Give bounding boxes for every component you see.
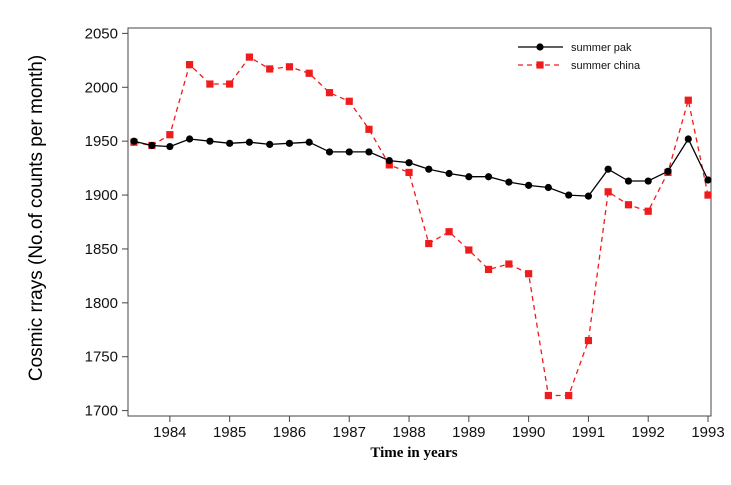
data-point-summer-pak bbox=[624, 177, 633, 185]
series-line-summer-china bbox=[133, 56, 709, 397]
data-point-summer-china bbox=[405, 168, 413, 177]
y-tick-label: 1700 bbox=[85, 403, 118, 420]
data-point-summer-pak bbox=[425, 165, 433, 173]
data-point-summer-pak bbox=[484, 173, 493, 181]
data-point-summer-pak bbox=[525, 181, 533, 189]
data-point-summer-pak bbox=[445, 169, 453, 178]
data-point-summer-china bbox=[285, 63, 294, 71]
y-tick-label: 1950 bbox=[85, 133, 118, 150]
data-point-summer-pak bbox=[185, 135, 194, 143]
data-point-summer-pak bbox=[305, 138, 313, 146]
data-point-summer-pak bbox=[266, 140, 274, 148]
data-point-summer-china bbox=[305, 69, 313, 77]
data-point-summer-china bbox=[226, 80, 234, 88]
data-point-summer-china bbox=[425, 239, 433, 248]
data-point-summer-pak bbox=[245, 138, 253, 146]
data-point-summer-china bbox=[604, 188, 612, 196]
x-axis-label: Time in years bbox=[370, 445, 457, 461]
x-tick-label: 1993 bbox=[691, 424, 724, 441]
data-point-summer-pak bbox=[405, 159, 413, 167]
data-point-summer-china bbox=[484, 265, 493, 274]
data-point-summer-china bbox=[644, 207, 652, 215]
data-point-summer-pak bbox=[285, 139, 294, 147]
data-point-summer-pak bbox=[684, 135, 692, 143]
data-point-summer-pak bbox=[385, 156, 393, 165]
x-tick-label: 1992 bbox=[632, 424, 665, 441]
data-point-summer-china bbox=[245, 53, 253, 61]
data-point-summer-pak bbox=[130, 137, 138, 145]
data-point-summer-pak bbox=[644, 177, 652, 185]
y-axis-label: Cosmic rrays (No.of counts per month) bbox=[26, 55, 47, 381]
data-point-summer-china bbox=[206, 80, 214, 88]
data-point-summer-china bbox=[525, 270, 533, 278]
x-tick-label: 1987 bbox=[333, 424, 366, 441]
y-tick-label: 2050 bbox=[85, 25, 118, 42]
x-tick-label: 1989 bbox=[452, 424, 485, 441]
data-point-summer-china bbox=[345, 97, 353, 105]
legend: summer pak summer china bbox=[518, 42, 641, 72]
data-point-summer-china bbox=[445, 228, 453, 236]
y-tick-label: 1750 bbox=[85, 349, 118, 366]
data-point-summer-pak bbox=[544, 183, 552, 192]
x-tick-label: 1990 bbox=[512, 424, 545, 441]
data-point-summer-china bbox=[565, 391, 573, 400]
data-point-summer-china bbox=[624, 201, 633, 209]
data-point-summer-pak bbox=[664, 167, 672, 175]
data-point-summer-pak bbox=[226, 139, 234, 147]
data-point-summer-pak bbox=[565, 191, 573, 199]
x-tick-label: 1988 bbox=[392, 424, 425, 441]
data-point-summer-china bbox=[185, 61, 194, 69]
data-point-summer-china bbox=[704, 191, 712, 199]
legend-label: summer china bbox=[571, 60, 641, 72]
data-point-summer-china bbox=[544, 391, 552, 400]
x-tick-label: 1985 bbox=[213, 424, 246, 441]
data-point-summer-pak bbox=[166, 142, 174, 151]
y-tick-label: 1850 bbox=[85, 241, 118, 258]
data-point-summer-pak bbox=[206, 137, 214, 145]
y-tick-label: 1900 bbox=[85, 187, 118, 204]
series-layer bbox=[130, 53, 712, 400]
data-point-summer-pak bbox=[584, 192, 593, 200]
data-point-summer-china bbox=[584, 336, 593, 345]
data-point-summer-china bbox=[505, 260, 513, 268]
x-axis: 1984 1985 1986 1987 1988 1989 1990 1991 1992 1993 bbox=[153, 416, 725, 441]
data-point-summer-china bbox=[266, 65, 274, 73]
data-point-summer-pak bbox=[604, 165, 612, 173]
data-point-summer-pak bbox=[345, 148, 353, 156]
y-tick-label: 2000 bbox=[85, 79, 118, 96]
x-tick-label: 1986 bbox=[273, 424, 306, 441]
data-point-summer-china bbox=[325, 89, 334, 97]
data-point-summer-china bbox=[166, 131, 174, 139]
data-point-summer-china bbox=[385, 161, 393, 169]
y-tick-label: 1800 bbox=[85, 295, 118, 312]
x-tick-label: 1984 bbox=[153, 424, 186, 441]
series-line-summer-pak bbox=[133, 137, 709, 197]
legend-marker bbox=[536, 61, 544, 69]
data-point-summer-pak bbox=[465, 173, 473, 181]
data-point-summer-china bbox=[365, 125, 373, 133]
data-point-summer-china bbox=[684, 96, 692, 104]
data-point-summer-pak bbox=[148, 141, 156, 150]
legend-label: summer pak bbox=[571, 42, 632, 54]
data-point-summer-pak bbox=[365, 148, 373, 156]
data-point-summer-pak bbox=[325, 148, 334, 156]
data-point-summer-pak bbox=[704, 176, 712, 184]
y-axis: 1700 1750 1800 1850 1900 1950 2000 2050 bbox=[85, 25, 128, 420]
plot-frame bbox=[127, 27, 712, 417]
data-point-summer-pak bbox=[505, 178, 513, 186]
x-tick-label: 1991 bbox=[572, 424, 605, 441]
data-point-summer-china bbox=[465, 246, 473, 254]
legend-marker bbox=[536, 43, 544, 51]
